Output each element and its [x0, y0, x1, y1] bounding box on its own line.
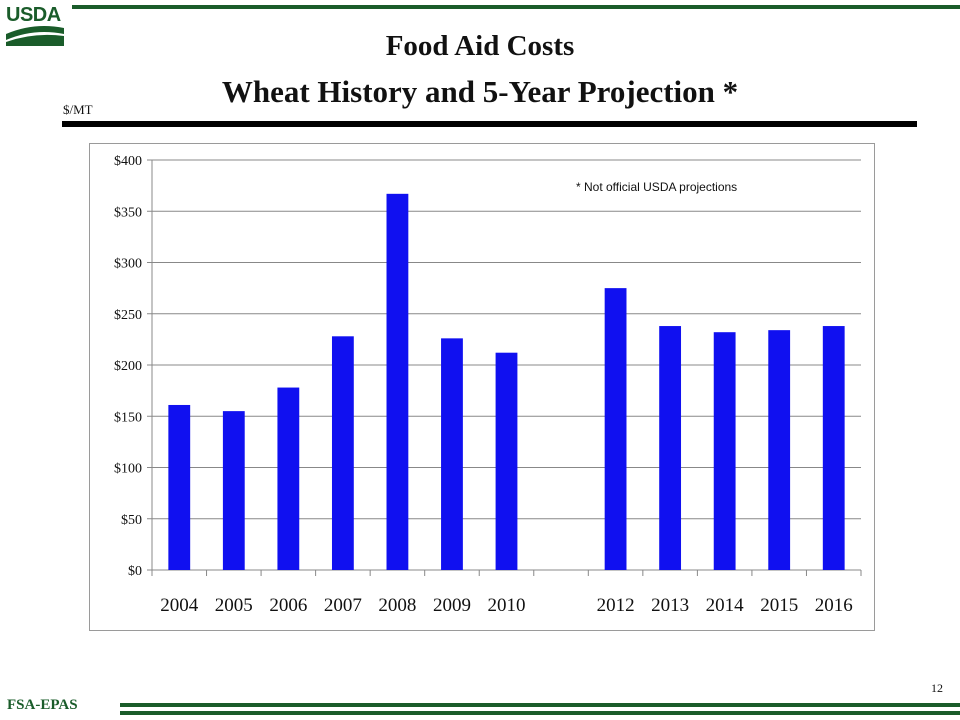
- bar: [441, 338, 463, 570]
- y-tick-label: $400: [114, 154, 142, 169]
- bar: [713, 332, 736, 570]
- y-tick-label: $50: [121, 513, 142, 528]
- chart-frame: $0 $50 $100 $150 $200 $250 $300 $350 $400 2004 200…: [89, 143, 875, 631]
- x-tick-label: 2007: [324, 595, 362, 616]
- x-tick-label: 2004: [160, 595, 199, 616]
- bar: [768, 330, 791, 570]
- x-tick-label: 2014: [706, 595, 745, 616]
- y-tick-label: $100: [114, 462, 142, 477]
- bar: [331, 336, 354, 570]
- x-tick-label: 2012: [597, 595, 635, 616]
- footer-rule-bottom: [120, 711, 960, 715]
- x-tick-label: 2006: [269, 595, 307, 616]
- bar: [604, 288, 627, 570]
- x-tick-label: 2005: [215, 595, 253, 616]
- footer-rule-top: [120, 703, 960, 707]
- x-tick-label: 2009: [433, 595, 471, 616]
- y-tick-label: $150: [114, 410, 142, 425]
- bar: [386, 193, 409, 570]
- chart-subtitle: Wheat History and 5-Year Projection *: [221, 74, 739, 109]
- usda-logo-text: USDA: [6, 4, 61, 26]
- x-tick-label: 2015: [760, 595, 798, 616]
- bar-chart: $0 $50 $100 $150 $200 $250 $300 $350 $400 2004 200…: [114, 154, 862, 616]
- bar: [659, 326, 682, 570]
- y-tick-label: $250: [114, 308, 142, 323]
- y-tick-label: $200: [114, 359, 142, 374]
- footer-org: FSA-EPAS: [7, 697, 78, 713]
- x-tick-label: 2008: [378, 595, 416, 616]
- header-rule: [72, 5, 960, 9]
- y-tick-label: $350: [114, 205, 142, 220]
- bar: [168, 404, 191, 570]
- bar: [495, 352, 518, 570]
- title-divider: [62, 121, 917, 127]
- x-tick-label: 2013: [651, 595, 689, 616]
- projection-note: * Not official USDA projections: [576, 180, 737, 194]
- bar: [222, 411, 245, 570]
- usda-logo-mark: [6, 26, 64, 46]
- chart-title: Food Aid Costs: [385, 30, 575, 62]
- y-tick-label: $300: [114, 257, 142, 272]
- bar: [822, 326, 845, 570]
- y-tick-label: $0: [128, 564, 142, 579]
- x-tick-label: 2016: [815, 595, 853, 616]
- x-tick-label: 2010: [488, 595, 526, 616]
- bar: [277, 387, 300, 570]
- page-number: 12: [931, 681, 943, 695]
- usda-logo: USDA: [4, 4, 66, 48]
- unit-label: $/MT: [63, 102, 93, 117]
